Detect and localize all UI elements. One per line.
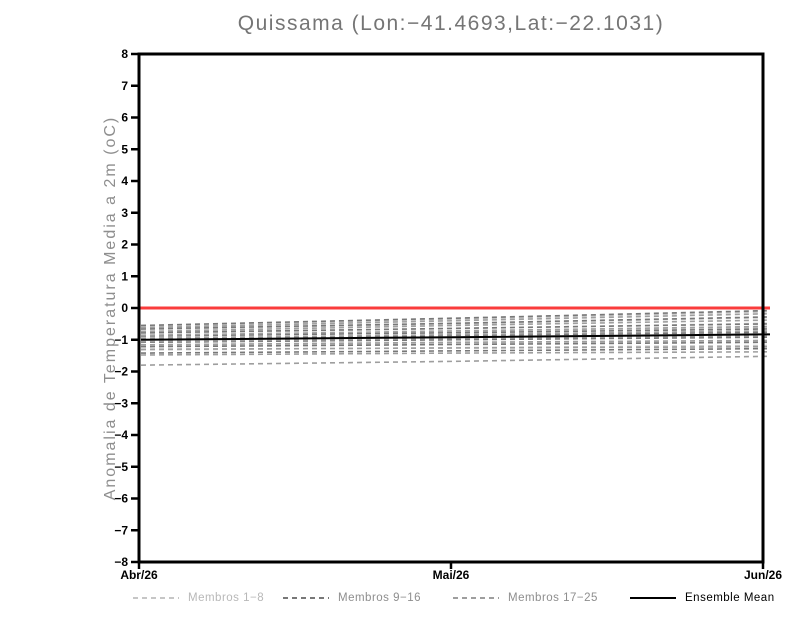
membros-1-8-line-sample [133, 597, 179, 599]
ensemble-member-line [140, 326, 771, 339]
ensemble-member-line [140, 316, 771, 330]
ensemble-mean-line [140, 333, 771, 341]
ensemble-member-line [140, 341, 771, 348]
ensemble-member-line [140, 331, 771, 341]
y-tick-label: 0 [121, 301, 128, 315]
y-tick-label: 6 [121, 111, 128, 125]
legend-label-membros-17-25: Membros 17−25 [508, 592, 598, 604]
y-tick-label: 3 [121, 206, 128, 220]
y-tick-label: −6 [114, 492, 128, 506]
y-tick-label: 7 [121, 79, 128, 93]
ensemble-member-line [140, 331, 771, 340]
ensemble-member-line [140, 345, 771, 351]
y-tick-label: −5 [114, 460, 128, 474]
membros-17-25-line-sample [453, 597, 499, 599]
ensemble-member-line [140, 311, 771, 328]
ensemble-member-line [140, 319, 771, 333]
y-tick-label: 1 [121, 269, 128, 283]
x-tick-label: Mai/26 [433, 568, 470, 582]
y-tick-label: 5 [121, 142, 128, 156]
legend-item-membros-17-25: Membros 17−25 [453, 589, 598, 607]
ensemble-member-line [140, 325, 771, 337]
y-tick-label: −3 [114, 396, 128, 410]
y-tick-label: −7 [114, 523, 128, 537]
ensemble-member-line [140, 347, 771, 354]
legend-item-membros-1-8: Membros 1−8 [133, 589, 264, 607]
ensemble-member-line [140, 340, 771, 347]
ensemble-member-line [140, 328, 771, 337]
ensemble-mean-line-sample [630, 597, 676, 599]
membros-9-16-line-sample [283, 597, 329, 599]
y-tick-label: −4 [114, 428, 128, 442]
legend-label-membros-9-16: Membros 9−16 [338, 592, 422, 604]
legend-label-membros-1-8: Membros 1−8 [188, 592, 265, 604]
ensemble-member-line [140, 330, 771, 340]
ensemble-member-line [140, 312, 771, 329]
ensemble-member-line [140, 323, 771, 334]
y-tick-label: −1 [114, 333, 128, 347]
y-tick-label: 2 [121, 238, 128, 252]
ensemble-member-line [140, 355, 771, 366]
chart-title: Quissama (Lon:−41.4693,Lat:−22.1031) [237, 12, 665, 35]
legend-item-membros-9-16: Membros 9−16 [283, 589, 421, 607]
ensemble-member-line [140, 351, 771, 356]
y-tick-label: 8 [121, 47, 128, 61]
x-tick-label: Jun/26 [744, 568, 782, 582]
y-tick-label: −8 [114, 555, 128, 569]
y-tick-label: −2 [114, 365, 128, 379]
ensemble-member-line [140, 344, 771, 351]
legend-item-ensemble-mean: Ensemble Mean [630, 589, 775, 607]
ensemble-member-line [140, 309, 771, 327]
ensemble-member-line [140, 336, 771, 344]
y-tick-label: 4 [121, 174, 128, 188]
ensemble-member-line [140, 335, 771, 343]
legend-label-ensemble-mean: Ensemble Mean [685, 592, 775, 604]
ensemble-member-line [140, 339, 771, 346]
legend: Membros 1−8 Membros 9−16 Membros 17−25 E… [0, 589, 800, 611]
x-tick-label: Abr/26 [120, 568, 158, 582]
